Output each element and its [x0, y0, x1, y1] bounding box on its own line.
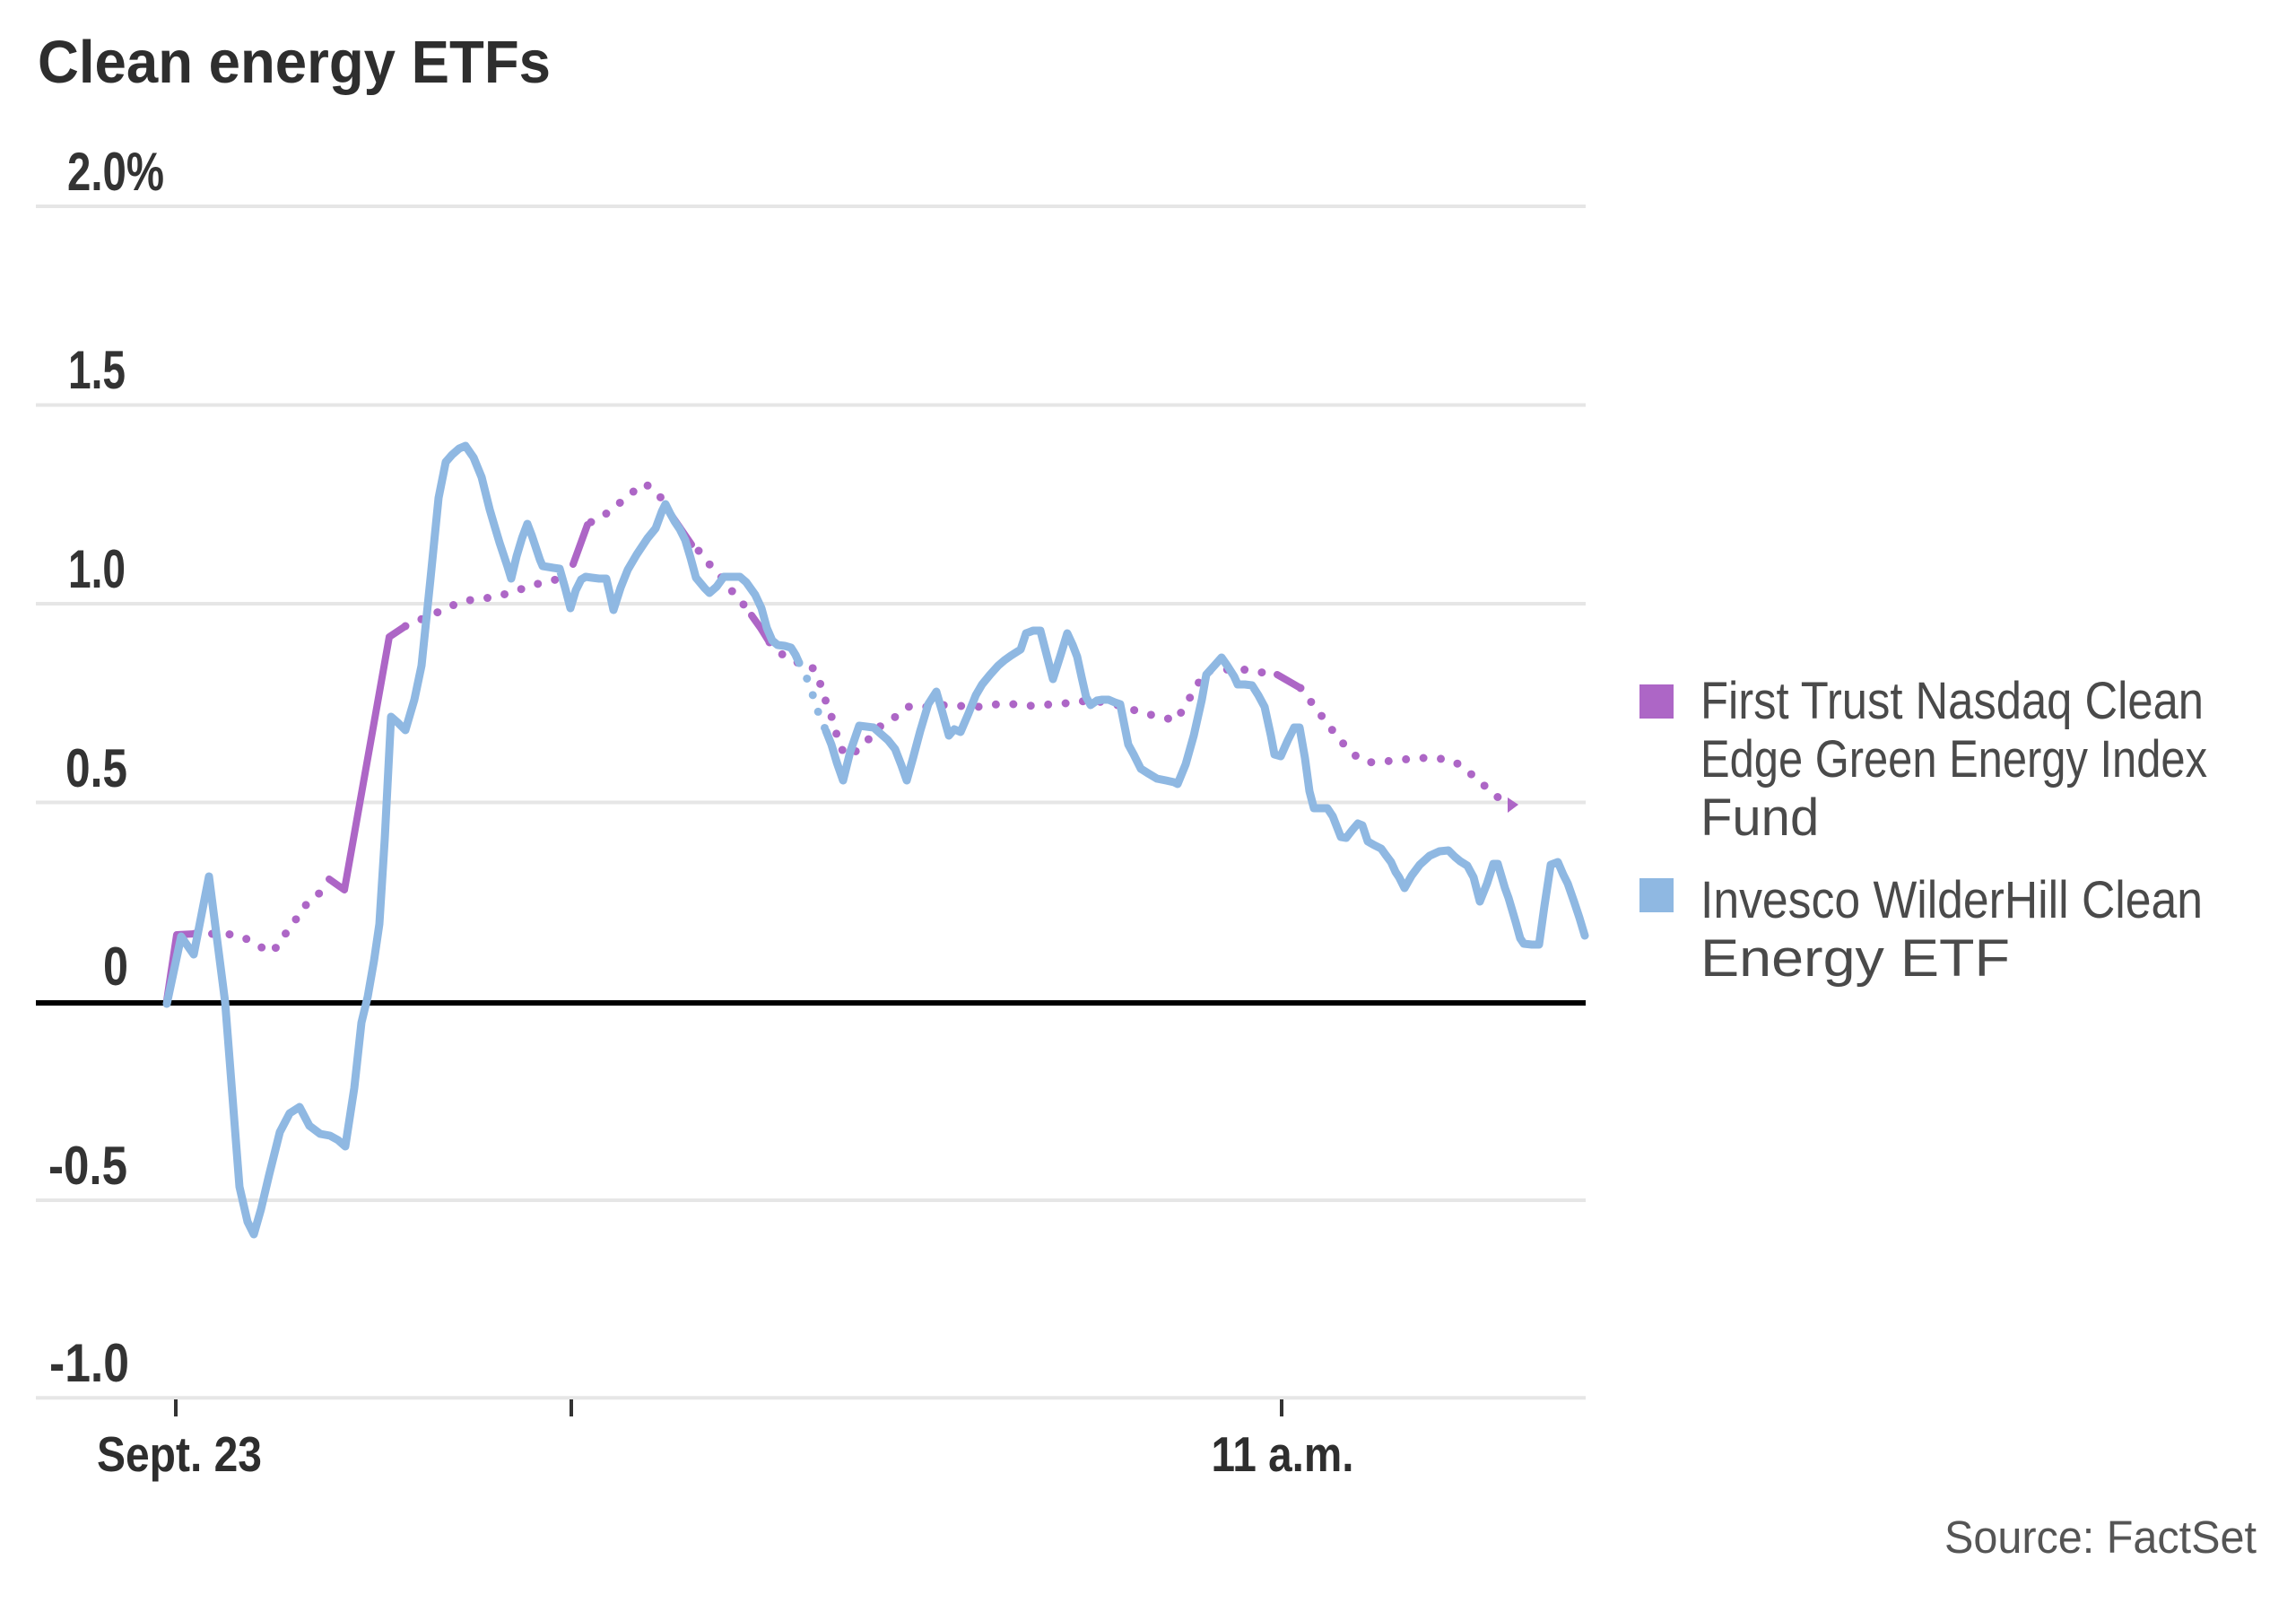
svg-text:11 a.m.: 11 a.m.	[1212, 1426, 1354, 1482]
svg-text:Fund: Fund	[1700, 789, 1819, 847]
svg-text:Invesco WilderHill Clean: Invesco WilderHill Clean	[1700, 871, 2203, 929]
svg-text:Energy ETF: Energy ETF	[1700, 929, 2010, 988]
svg-text:-1.0: -1.0	[49, 1333, 129, 1393]
svg-text:First Trust Nasdaq Clean: First Trust Nasdaq Clean	[1700, 672, 2204, 730]
svg-text:Edge Green Energy Index: Edge Green Energy Index	[1700, 730, 2207, 789]
svg-text:-0.5: -0.5	[48, 1136, 127, 1196]
svg-text:0.5: 0.5	[65, 738, 127, 798]
svg-text:2.0%: 2.0%	[67, 142, 164, 202]
svg-text:1.5: 1.5	[68, 340, 126, 400]
svg-text:1.0: 1.0	[68, 539, 126, 599]
svg-text:Clean energy ETFs: Clean energy ETFs	[38, 29, 551, 96]
svg-text:Sept. 23: Sept. 23	[97, 1426, 262, 1482]
svg-text:0: 0	[103, 937, 128, 997]
svg-text:Source: FactSet: Source: FactSet	[1944, 1512, 2257, 1563]
